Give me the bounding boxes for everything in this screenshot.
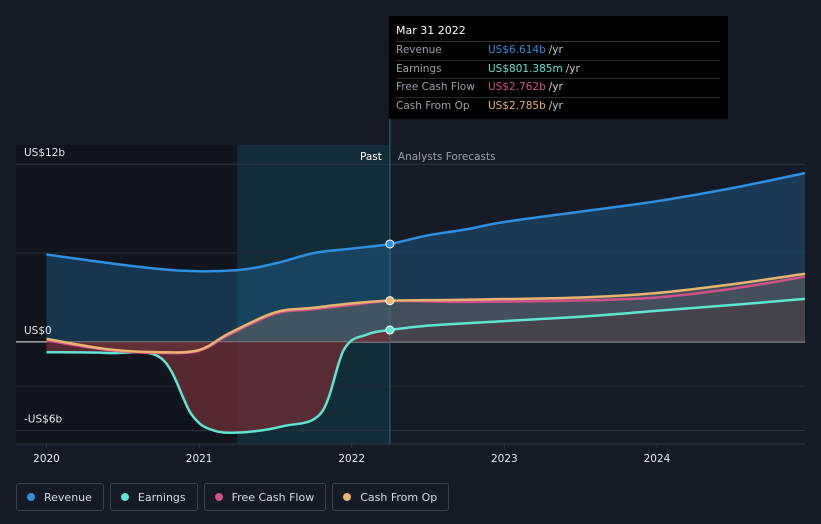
tooltip-row-revenue: Revenue US$6.614b /yr (396, 42, 720, 61)
past-label: Past (360, 151, 382, 163)
legend-dot-icon (27, 493, 35, 501)
tooltip-row-earnings: Earnings US$801.385m /yr (396, 61, 720, 79)
tooltip-unit: /yr (548, 44, 563, 56)
tooltip-unit: /yr (548, 81, 563, 93)
x-tick-label: 2020 (33, 453, 60, 465)
legend-item-cash-from-op[interactable]: Cash From Op (332, 483, 450, 511)
legend-label: Cash From Op (360, 490, 438, 504)
tooltip-value: US$2.785b (488, 99, 546, 112)
y-tick-label: US$12b (24, 147, 65, 159)
y-tick-label: US$0 (24, 325, 52, 337)
revenue-marker (385, 239, 395, 249)
legend-label: Revenue (44, 490, 92, 504)
tooltip-label: Free Cash Flow (396, 81, 475, 93)
tooltip-row-cash-from-op: Cash From Op US$2.785b /yr (396, 98, 720, 116)
x-tick-label: 2023 (491, 453, 518, 465)
x-tick-label: 2022 (338, 453, 365, 465)
legend-dot-icon (214, 493, 223, 501)
legend-item-earnings[interactable]: Earnings (109, 483, 198, 511)
chart-legend: Revenue Earnings Free Cash Flow Cash Fro… (16, 483, 450, 511)
cash-from-op-line (46, 272, 806, 354)
tooltip-value: US$6.614b (488, 44, 546, 56)
earnings-negative-area (46, 330, 390, 433)
tooltip-value: US$2.762b (488, 81, 546, 93)
legend-item-revenue[interactable]: Revenue (16, 483, 104, 511)
hover-tooltip: Mar 31 2022 Revenue US$6.614b /yr Earnin… (389, 16, 728, 119)
legend-item-free-cash-flow[interactable]: Free Cash Flow (203, 483, 327, 511)
y-tick-label: -US$6b (24, 414, 63, 426)
legend-dot-icon (343, 493, 352, 501)
x-tick-label: 2021 (186, 453, 213, 465)
tooltip-date: Mar 31 2022 (396, 23, 720, 42)
tooltip-unit: /yr (565, 62, 580, 75)
tooltip-value: US$801.385m (488, 62, 563, 75)
cash-from-op-marker (385, 296, 395, 306)
x-tick-label: 2024 (644, 453, 671, 465)
tooltip-label: Cash From Op (396, 99, 470, 112)
tooltip-label: Revenue (396, 44, 442, 56)
tooltip-label: Earnings (396, 62, 442, 75)
tooltip-row-free-cash-flow: Free Cash Flow US$2.762b /yr (396, 79, 720, 98)
earnings-line (46, 297, 806, 435)
forecast-label: Analysts Forecasts (398, 151, 496, 163)
earnings-marker (385, 325, 395, 335)
legend-label: Earnings (137, 490, 186, 504)
tooltip-unit: /yr (548, 99, 563, 112)
legend-label: Free Cash Flow (231, 490, 315, 504)
legend-dot-icon (120, 493, 129, 501)
